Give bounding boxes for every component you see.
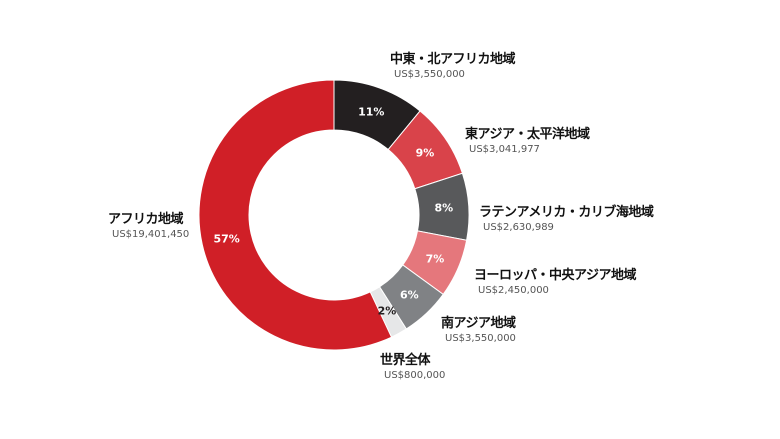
region-amount: US$3,550,000 <box>445 333 516 344</box>
slice-percent-label: 11% <box>358 105 385 118</box>
region-name: 中東・北アフリカ地域 <box>390 52 516 67</box>
region-name: 南アジア地域 <box>441 316 516 331</box>
slice-category-label: 世界全体 US$800,000 <box>380 353 445 383</box>
slice-category-label: ヨーロッパ・中央アジア地域 US$2,450,000 <box>474 268 636 298</box>
region-amount: US$2,630,989 <box>483 222 554 233</box>
region-amount: US$800,000 <box>384 370 446 381</box>
slice-percent-label: 6% <box>399 288 419 302</box>
region-amount: US$19,401,450 <box>112 229 190 240</box>
slice-category-label: ラテンアメリカ・カリブ海地域 US$2,630,989 <box>479 205 654 235</box>
slice-percent-label: 8% <box>434 201 454 215</box>
region-amount: US$3,041,977 <box>469 144 540 155</box>
region-amount: US$2,450,000 <box>478 285 549 296</box>
slice-category-label: アフリカ地域 US$19,401,450 <box>108 212 189 242</box>
region-name: 東アジア・太平洋地域 <box>465 127 590 142</box>
slice-percent-label: 9% <box>415 146 435 160</box>
region-name: ラテンアメリカ・カリブ海地域 <box>479 205 654 220</box>
slice-category-label: 南アジア地域 US$3,550,000 <box>441 316 516 346</box>
region-name: ヨーロッパ・中央アジア地域 <box>474 268 636 283</box>
slice-percent-label: 2% <box>377 304 397 318</box>
region-name: アフリカ地域 <box>108 212 184 227</box>
slice-category-label: 中東・北アフリカ地域 US$3,550,000 <box>390 52 516 82</box>
region-amount: US$3,550,000 <box>394 69 465 80</box>
slice-percent-label: 7% <box>425 252 445 266</box>
donut-slice <box>198 79 393 351</box>
region-name: 世界全体 <box>380 353 431 368</box>
slice-percent-label: 57% <box>213 232 240 246</box>
slice-category-label: 東アジア・太平洋地域 US$3,041,977 <box>465 127 590 157</box>
